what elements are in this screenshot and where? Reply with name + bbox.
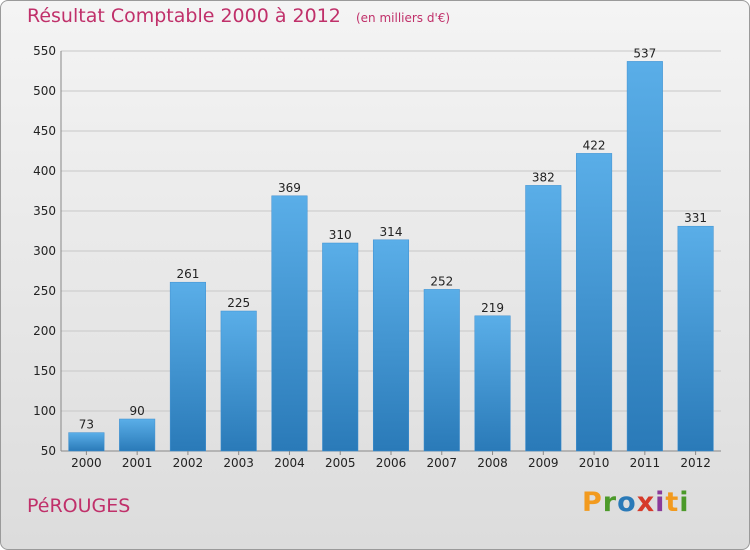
value-label: 225: [227, 296, 250, 310]
x-tick-label: 2003: [223, 456, 254, 470]
logo-letter: r: [602, 487, 618, 518]
x-tick-label: 2002: [173, 456, 204, 470]
bar-2010: [576, 153, 613, 452]
x-tick-label: 2012: [680, 456, 711, 470]
bar-2005: [322, 242, 359, 452]
x-tick-label: 2005: [325, 456, 356, 470]
x-tick-label: 2006: [376, 456, 407, 470]
logo-letter: x: [636, 487, 656, 518]
logo-letter: P: [582, 487, 603, 518]
value-label: 537: [633, 46, 656, 60]
bar-2007: [423, 289, 460, 452]
value-label: 73: [79, 418, 94, 432]
place-name: PéROUGES: [27, 495, 131, 517]
bar-2008: [474, 315, 511, 452]
x-tick-label: 2010: [579, 456, 610, 470]
x-tick-labels: 2000 2001 2002 2003 2004 2005 2006 2007 2008 2009…: [71, 451, 711, 470]
y-tick-labels: 50 100 150 200 250 300 350 400 450 500 550: [33, 44, 56, 458]
value-label: 369: [278, 181, 301, 195]
value-label: 382: [532, 170, 555, 184]
bars: [68, 61, 714, 452]
logo-letter: t: [665, 487, 680, 518]
value-label: 331: [684, 211, 707, 225]
y-tick-label: 200: [33, 324, 56, 338]
y-tick-label: 400: [33, 164, 56, 178]
bar-2012: [677, 225, 714, 452]
y-tick-label: 150: [33, 364, 56, 378]
logo-letter: i: [655, 487, 666, 518]
bar-2001: [119, 418, 156, 452]
y-tick-label: 250: [33, 284, 56, 298]
bar-2004: [271, 195, 308, 452]
chart-subtitle: (en milliers d'€): [355, 11, 451, 25]
bar-2009: [525, 185, 562, 452]
x-tick-label: 2000: [71, 456, 102, 470]
y-tick-label: 100: [33, 404, 56, 418]
proxiti-logo: Proxiti: [582, 487, 690, 518]
x-tick-label: 2011: [630, 456, 661, 470]
value-label: 252: [430, 274, 453, 288]
value-label: 219: [481, 301, 504, 315]
bar-2006: [372, 239, 410, 452]
bar-2002: [169, 281, 206, 452]
value-labels: 73 90 261 225 369 310 314 252 219 382 422 537 331: [79, 46, 707, 431]
bar-2011: [626, 61, 663, 452]
y-tick-label: 450: [33, 124, 56, 138]
y-tick-label: 300: [33, 244, 56, 258]
y-tick-label: 350: [33, 204, 56, 218]
x-tick-label: 2004: [274, 456, 305, 470]
y-tick-label: 500: [33, 84, 56, 98]
chart-title: Résultat Comptable 2000 à 2012: [27, 5, 341, 27]
logo-letter: o: [617, 487, 637, 518]
bar-2003: [220, 310, 257, 452]
y-tick-label: 50: [41, 444, 56, 458]
value-label: 422: [583, 138, 606, 152]
logo-letter: i: [679, 487, 690, 518]
bar-2000: [68, 432, 105, 452]
value-label: 90: [130, 404, 145, 418]
x-tick-label: 2008: [477, 456, 508, 470]
value-label: 261: [176, 267, 199, 281]
value-label: 314: [380, 225, 403, 239]
x-tick-label: 2009: [528, 456, 559, 470]
x-tick-label: 2001: [122, 456, 153, 470]
value-label: 310: [329, 228, 352, 242]
title-row: Résultat Comptable 2000 à 2012 (en milli…: [27, 5, 450, 27]
y-tick-label: 550: [33, 44, 56, 58]
x-tick-label: 2007: [426, 456, 457, 470]
